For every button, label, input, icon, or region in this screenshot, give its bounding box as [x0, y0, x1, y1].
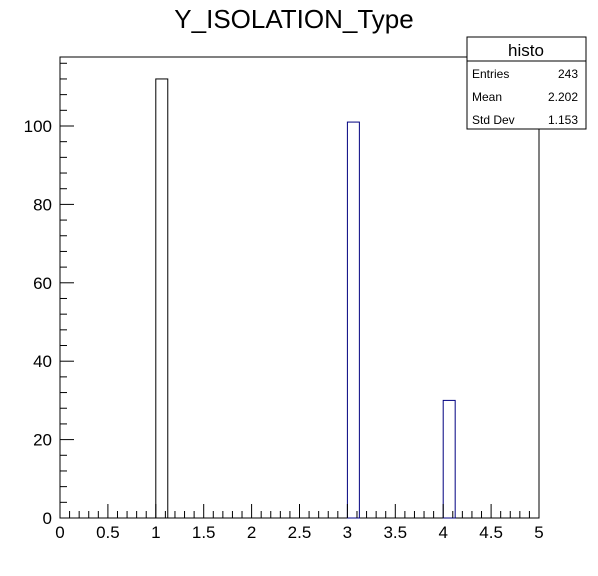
stats-stddev-label: Std Dev	[472, 113, 515, 127]
x-tick-label: 2	[247, 523, 256, 542]
x-tick-label: 3	[343, 523, 352, 542]
x-tick-label: 0	[55, 523, 64, 542]
stats-stddev-value: 1.153	[548, 113, 578, 127]
histogram-bar	[346, 121, 360, 519]
stats-entries-label: Entries	[472, 67, 509, 81]
x-tick-label: 5	[534, 523, 543, 542]
stats-mean-value: 2.202	[548, 90, 578, 104]
x-tick-label: 1	[151, 523, 160, 542]
chart-title: Y_ISOLATION_Type	[174, 4, 413, 34]
y-tick-label: 20	[33, 431, 52, 450]
histogram-bar	[442, 399, 456, 519]
x-tick-label: 1.5	[192, 523, 216, 542]
y-tick-label: 40	[33, 352, 52, 371]
x-tick-label: 4	[438, 523, 447, 542]
x-axis: 0 0.5 1 1.5 2 2.5 3 3.5 4 4.5 5	[55, 504, 544, 542]
y-tick-label: 60	[33, 274, 52, 293]
stats-entries-value: 243	[558, 67, 578, 81]
stats-box: histo Entries 243 Mean 2.202 Std Dev 1.1…	[466, 36, 587, 130]
stats-box-title: histo	[508, 41, 544, 60]
y-tick-label: 0	[43, 509, 52, 528]
y-axis: 0 20 40 60 80 100	[24, 62, 74, 528]
y-tick-label: 80	[33, 195, 52, 214]
x-tick-label: 0.5	[96, 523, 120, 542]
stats-box-frame	[466, 36, 587, 130]
histogram-bar	[155, 78, 169, 519]
x-tick-label: 3.5	[383, 523, 407, 542]
x-tick-label: 4.5	[479, 523, 503, 542]
x-tick-label: 2.5	[288, 523, 312, 542]
stats-mean-label: Mean	[472, 90, 502, 104]
y-tick-label: 100	[24, 117, 52, 136]
bars	[155, 78, 456, 519]
